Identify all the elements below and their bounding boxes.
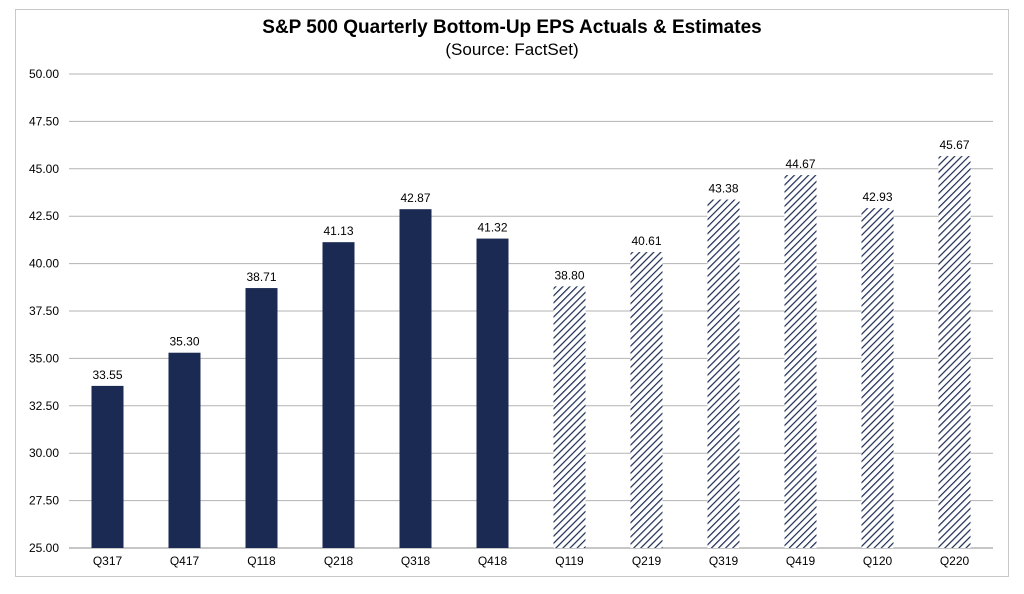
x-tick-label: Q417 [170, 554, 200, 568]
y-tick-label: 37.50 [29, 304, 59, 318]
estimate-bar [553, 286, 586, 548]
estimate-bar [630, 252, 663, 548]
x-tick-label: Q219 [632, 554, 662, 568]
y-tick-label: 27.50 [29, 494, 59, 508]
x-tick-label: Q318 [401, 554, 431, 568]
y-tick-label: 30.00 [29, 446, 59, 460]
y-tick-label: 25.00 [29, 541, 59, 555]
chart-subtitle: (Source: FactSet) [445, 40, 579, 59]
x-tick-label: Q218 [324, 554, 354, 568]
estimate-bar [938, 156, 971, 548]
chart-title: S&P 500 Quarterly Bottom-Up EPS Actuals … [262, 17, 762, 38]
x-tick-label: Q319 [709, 554, 739, 568]
y-tick-label: 35.00 [29, 351, 59, 365]
data-label: 44.67 [785, 157, 815, 171]
x-tick-label: Q317 [93, 554, 123, 568]
data-label: 38.71 [246, 270, 276, 284]
label-layer: 25.00 27.50 30.00 32.50 35.00 37.50 40.00 42.50… [29, 67, 970, 568]
y-tick-label: 45.00 [29, 162, 59, 176]
estimate-bar [861, 208, 894, 549]
estimate-bar [784, 175, 817, 548]
data-label: 40.61 [631, 234, 661, 248]
data-label: 33.55 [92, 368, 122, 382]
y-tick-label: 32.50 [29, 399, 59, 413]
data-label: 42.93 [862, 190, 892, 204]
data-label: 45.67 [939, 138, 969, 152]
x-tick-label: Q118 [247, 554, 276, 568]
x-tick-label: Q119 [555, 554, 584, 568]
data-label: 41.32 [477, 221, 507, 235]
x-tick-label: Q220 [940, 554, 970, 568]
actual-bar [399, 209, 432, 548]
data-label: 42.87 [400, 191, 430, 205]
data-label: 41.13 [323, 224, 353, 238]
y-tick-label: 47.50 [29, 114, 59, 128]
actual-bar [476, 238, 509, 548]
data-label: 38.80 [554, 268, 584, 282]
x-tick-label: Q120 [863, 554, 893, 568]
bar-layer [91, 156, 971, 549]
actual-bar [168, 352, 201, 548]
y-tick-label: 50.00 [29, 67, 59, 81]
y-tick-label: 42.50 [29, 209, 59, 223]
actual-bar [91, 385, 124, 548]
x-tick-label: Q419 [786, 554, 816, 568]
actual-bar [322, 242, 355, 548]
data-label: 35.30 [169, 335, 199, 349]
estimate-bar [707, 199, 740, 548]
data-label: 43.38 [708, 182, 738, 196]
x-tick-label: Q418 [478, 554, 508, 568]
y-tick-label: 40.00 [29, 257, 59, 271]
grid-layer [69, 73, 993, 549]
actual-bar [245, 288, 278, 548]
